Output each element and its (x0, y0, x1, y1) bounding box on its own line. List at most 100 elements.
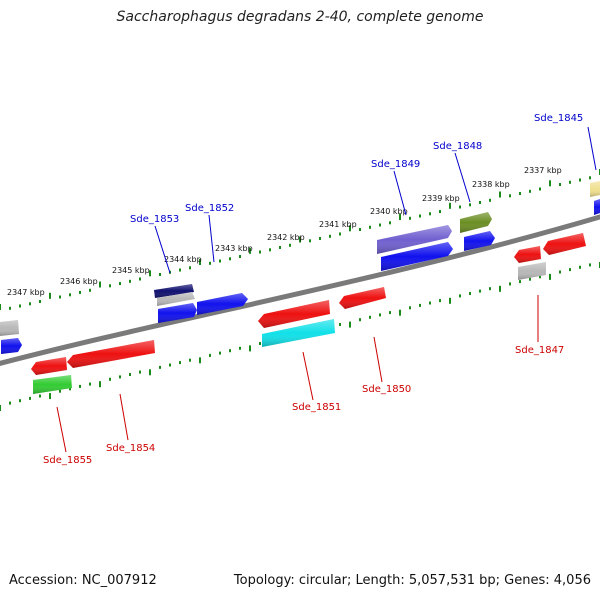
major-tick (349, 225, 351, 232)
scale-label: 2347 kbp (7, 288, 45, 297)
major-tick (0, 304, 1, 310)
gene-label-sde-1851[interactable]: Sde_1851 (292, 402, 341, 413)
feature-shading (377, 225, 452, 254)
minor-tick (389, 311, 391, 315)
feature-shading (594, 199, 600, 215)
gene-label-sde-1853[interactable]: Sde_1853 (130, 214, 179, 225)
minor-tick (159, 365, 161, 369)
minor-tick (589, 176, 591, 180)
minor-tick (89, 288, 91, 292)
minor-tick (439, 210, 441, 213)
gene-label-sde-1850[interactable]: Sde_1850 (362, 384, 411, 395)
minor-tick (309, 239, 311, 243)
minor-tick (419, 214, 421, 218)
minor-tick (169, 363, 171, 367)
map-title: Saccharophagus degradans 2-40, complete … (116, 9, 484, 25)
gene-label-sde-1848[interactable]: Sde_1848 (433, 141, 482, 152)
gene-label-sde-1849[interactable]: Sde_1849 (371, 159, 420, 170)
minor-tick (459, 205, 461, 209)
feature-shading (590, 181, 600, 197)
minor-tick (139, 277, 141, 281)
gene-label-sde-1847[interactable]: Sde_1847 (515, 345, 564, 356)
label-leaders (56, 126, 597, 453)
gene-label-sde-1854[interactable]: Sde_1854 (106, 443, 155, 454)
minor-tick (489, 287, 491, 291)
major-tick (199, 259, 201, 265)
major-tick (499, 191, 501, 198)
major-tick (49, 292, 51, 299)
major-tick (549, 180, 551, 187)
minor-tick (89, 382, 91, 386)
feature-shading (543, 233, 586, 255)
minor-tick (569, 180, 571, 184)
major-tick (249, 247, 251, 254)
minor-tick (79, 384, 81, 388)
minor-tick (489, 198, 491, 202)
minor-tick (159, 273, 161, 276)
minor-tick (209, 261, 211, 265)
minor-tick (39, 394, 41, 398)
minor-tick (319, 237, 321, 240)
minor-tick (129, 373, 131, 376)
major-tick (99, 281, 101, 288)
minor-tick (189, 266, 191, 270)
major-tick (449, 297, 451, 304)
scale-label: 2337 kbp (524, 166, 562, 175)
minor-tick (569, 268, 571, 272)
minor-tick (59, 295, 61, 299)
minor-tick (439, 299, 441, 303)
major-tick (149, 270, 151, 277)
minor-tick (539, 275, 541, 279)
gene-labels: Sde_1845 Sde_1848 Sde_1849 Sde_1852 Sde_… (43, 113, 583, 466)
minor-tick (329, 234, 331, 238)
minor-tick (119, 282, 121, 285)
minor-tick (239, 346, 241, 350)
major-tick (399, 214, 401, 220)
accession-text: Accession: NC_007912 (9, 573, 157, 588)
minor-tick (269, 248, 271, 252)
minor-tick (79, 291, 81, 294)
minor-tick (9, 306, 11, 310)
minor-tick (179, 361, 181, 365)
major-tick (299, 236, 301, 243)
minor-tick (219, 351, 221, 355)
scale-label: 2343 kbp (215, 244, 253, 253)
minor-tick (559, 270, 561, 274)
gene-label-sde-1852[interactable]: Sde_1852 (185, 203, 234, 214)
minor-tick (379, 223, 381, 227)
feature-shading (1, 338, 22, 354)
minor-tick (229, 349, 231, 353)
minor-tick (479, 201, 481, 204)
feature-shading (262, 319, 335, 347)
feature-shading (33, 375, 72, 394)
minor-tick (29, 302, 31, 306)
minor-tick (109, 284, 111, 288)
minor-tick (409, 306, 411, 310)
minor-tick (339, 323, 341, 326)
minor-tick (229, 257, 231, 261)
major-tick (99, 381, 101, 388)
inner-scale-ticks (0, 262, 600, 411)
major-tick (349, 321, 351, 328)
minor-tick (119, 375, 121, 379)
minor-tick (179, 268, 181, 272)
minor-tick (359, 228, 361, 231)
feature-shading (258, 300, 330, 328)
genome-backbone (0, 214, 600, 366)
minor-tick (529, 189, 531, 193)
gene-label-sde-1855[interactable]: Sde_1855 (43, 455, 92, 466)
minor-tick (69, 293, 71, 297)
minor-tick (139, 370, 141, 374)
feature-shading (514, 246, 541, 263)
scale-label: 2345 kbp (112, 266, 150, 275)
gene-label-sde-1845[interactable]: Sde_1845 (534, 113, 583, 124)
minor-tick (19, 304, 21, 308)
minor-tick (259, 250, 261, 254)
minor-tick (189, 358, 191, 362)
minor-tick (579, 178, 581, 182)
feature-shading (339, 287, 386, 309)
minor-tick (579, 265, 581, 269)
feature-shading (31, 357, 67, 375)
feature-shading (460, 212, 492, 233)
